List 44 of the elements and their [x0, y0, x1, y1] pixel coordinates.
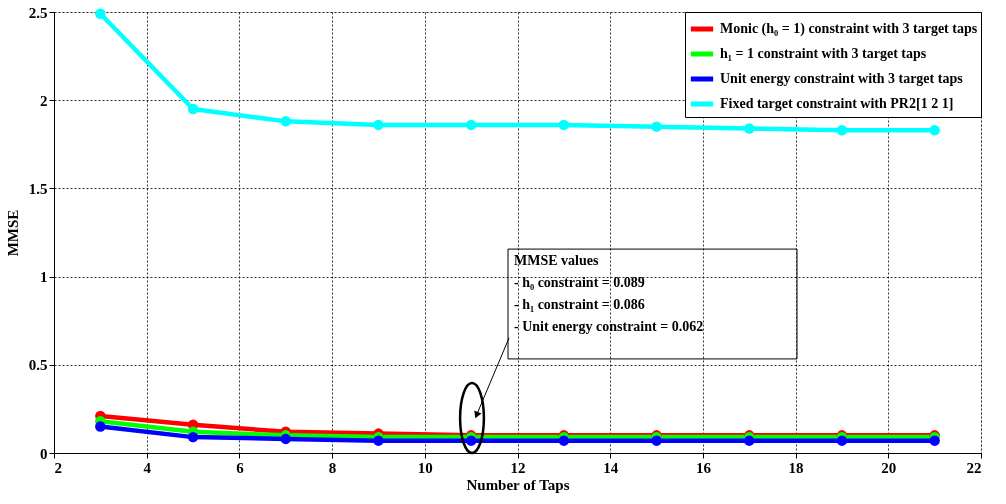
- x-tick-label: 16: [695, 459, 712, 476]
- point: [187, 103, 199, 115]
- point: [651, 121, 662, 132]
- y-tick-label: 0.5: [28, 357, 48, 374]
- point: [373, 435, 384, 446]
- legend-label: Fixed target constraint with PR2[1 2 1]: [720, 96, 954, 111]
- point: [651, 435, 662, 446]
- point: [929, 124, 940, 136]
- y-tick-label: 1.5: [28, 180, 48, 197]
- legend-label: Monic (h₀ = 1) constraint with 3 target taps: [720, 21, 978, 37]
- x-tick-label: 4: [143, 459, 152, 476]
- legend-label: Unit energy constraint with 3 target taps: [720, 71, 964, 86]
- y-tick-label: 2.5: [28, 4, 48, 21]
- y-tick-label: 2: [40, 92, 48, 109]
- point: [465, 119, 477, 131]
- point: [373, 119, 384, 131]
- point: [280, 116, 291, 127]
- point: [187, 431, 199, 443]
- x-tick-label: 2: [54, 459, 62, 476]
- point: [558, 119, 570, 131]
- x-tick-label: 18: [788, 459, 804, 476]
- legend-label: h₁ = 1 constraint with 3 target taps: [720, 46, 927, 61]
- point: [929, 435, 940, 446]
- point: [558, 435, 570, 446]
- x-tick-label: 8: [328, 459, 337, 476]
- point: [836, 435, 848, 446]
- y-tick-label: 0: [40, 445, 48, 462]
- y-axis-title: MMSE: [4, 209, 21, 257]
- point: [95, 421, 106, 432]
- x-tick-label: 12: [510, 459, 526, 476]
- x-tick-label: 14: [603, 459, 619, 476]
- x-tick-label: 20: [881, 459, 897, 476]
- y-tick-label: 1: [40, 269, 48, 286]
- point: [836, 124, 848, 136]
- annotation: MMSE values - h₀ constraint = 0.089 - h₁ constraint = 0.086 - Unit energy constraint = 0.062: [514, 253, 704, 334]
- point: [95, 8, 106, 19]
- point: [465, 435, 477, 446]
- point: [744, 435, 755, 446]
- x-tick-label: 22: [966, 459, 982, 476]
- x-tick-label: 6: [236, 459, 245, 476]
- x-tick-label: 10: [417, 459, 433, 476]
- point: [744, 123, 755, 134]
- x-axis-title: Number of Taps: [466, 476, 570, 493]
- point: [280, 433, 291, 445]
